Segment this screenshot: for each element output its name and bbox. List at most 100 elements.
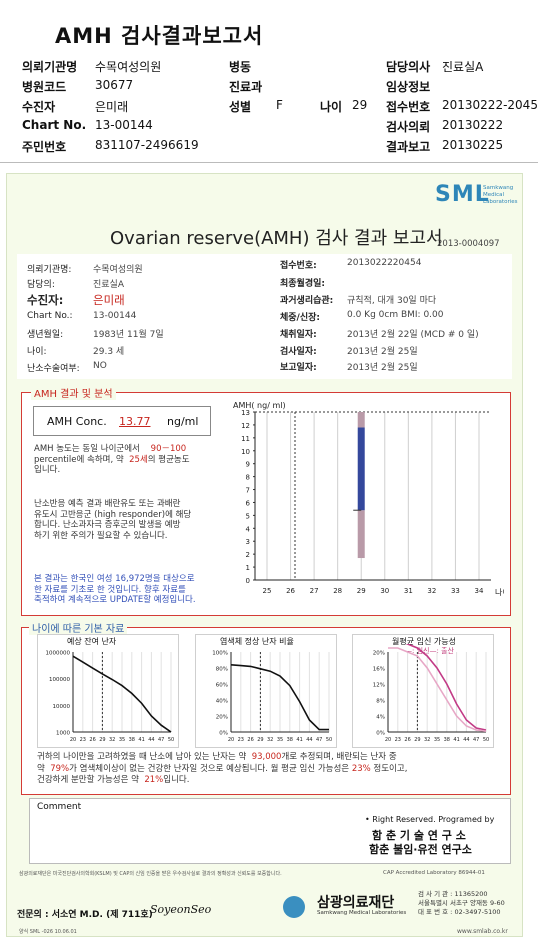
y-tick-label: 8 xyxy=(246,474,250,482)
x-tick-label: 50 xyxy=(326,737,332,743)
header-label: 담당의사 xyxy=(386,60,431,74)
x-axis-label: 나이 xyxy=(495,587,504,597)
y-tick-label: 11 xyxy=(241,435,250,443)
age-section-title: 나이에 따른 기본 자료 xyxy=(29,620,128,635)
y-tick-label: 1 xyxy=(246,564,250,572)
patient-field-label: 나이: xyxy=(27,347,47,357)
patient-field-label: 의뢰기관명: xyxy=(27,265,72,275)
patient-field-value: 2013년 2월 25일 xyxy=(347,347,418,357)
x-tick-label: 20 xyxy=(385,737,391,743)
institute-name-2: 함춘 불임·유전 연구소 xyxy=(369,843,472,856)
y-tick-label: 16% xyxy=(373,667,385,673)
y-tick-label: 1000 xyxy=(56,731,70,737)
age-summary: 귀하의 나이만을 고려하였을 때 난소에 남아 있는 난자는 약 93,000개… xyxy=(37,752,408,785)
patient-field-value: 1983년 11월 7일 xyxy=(93,330,164,340)
header-label: 나이 xyxy=(320,100,343,114)
header-label: 병동 xyxy=(229,60,252,74)
series-line xyxy=(388,647,487,732)
x-tick-label: 26 xyxy=(286,587,295,595)
x-tick-label: 38 xyxy=(444,737,450,743)
y-tick-label: 80% xyxy=(216,667,228,673)
x-tick-label: 29 xyxy=(99,737,105,743)
doctor-signature: SoyeonSeo xyxy=(150,903,212,916)
divider xyxy=(0,162,538,163)
x-tick-label: 32 xyxy=(427,587,436,595)
y-tick-label: 2 xyxy=(246,551,250,559)
patient-field-label: 채취일자: xyxy=(280,330,317,340)
x-tick-label: 25 xyxy=(263,587,272,595)
patient-field-value: 0.0 Kg 0cm BMI: 0.00 xyxy=(347,310,444,320)
text-line: 본 결과는 한국인 여성 16,972명을 대상으로 xyxy=(34,574,195,584)
y-tick-label: 4 xyxy=(246,525,251,533)
header-value: 13-00144 xyxy=(95,118,153,132)
comment-label: Comment xyxy=(37,802,82,812)
series-line xyxy=(72,655,172,733)
institute-name-1: 함 춘 기 술 연 구 소 xyxy=(372,829,466,842)
panel-remaining-eggs xyxy=(37,634,179,748)
rights-text: • Right Reserved. Programed by xyxy=(365,815,495,824)
amh-chart: AMH( ng/ ml)25262728293031323334나이012345… xyxy=(233,401,504,597)
patient-field-label: 체중/신장: xyxy=(280,313,321,323)
x-tick-label: 41 xyxy=(453,737,459,743)
x-tick-label: 50 xyxy=(483,737,489,743)
header-value: 29 xyxy=(352,98,368,112)
header-label: 진료과 xyxy=(229,80,263,94)
header-value: 831107-2496619 xyxy=(95,138,199,152)
y-tick-label: 8% xyxy=(376,699,385,705)
text-line: 난소반응 예측 결과 배란유도 또는 과배란 xyxy=(34,499,181,509)
y-tick-label: 9 xyxy=(246,461,250,469)
footnote: 삼광의료재단은 미국진단검사의학회(KSLM) 및 CAP의 신임 인증을 받은… xyxy=(19,871,282,877)
x-tick-label: 20 xyxy=(70,737,76,743)
patient-field-label: 생년월일: xyxy=(27,330,64,340)
x-tick-label: 35 xyxy=(119,737,125,743)
x-tick-label: 50 xyxy=(168,737,174,743)
x-tick-label: 47 xyxy=(473,737,479,743)
x-tick-label: 29 xyxy=(357,587,366,595)
patient-field-value: 규칙적, 대개 30일 마다 xyxy=(347,296,437,306)
y-tick-label: 40% xyxy=(216,699,228,705)
x-tick-label: 44 xyxy=(306,737,312,743)
header-value: F xyxy=(276,98,283,112)
header-label: 주민번호 xyxy=(22,140,67,154)
patient-field-value: 진료실A xyxy=(93,280,124,290)
x-tick-label: 30 xyxy=(380,587,389,595)
amh-conc-unit: ng/ml xyxy=(167,415,199,428)
x-tick-label: 38 xyxy=(287,737,293,743)
y-tick-label: 0 xyxy=(246,577,250,585)
header-value: 30677 xyxy=(95,78,134,92)
panel3-title: 월평균 임신 가능성 xyxy=(392,637,456,646)
x-tick-label: 47 xyxy=(316,737,322,743)
x-tick-label: 44 xyxy=(463,737,469,743)
y-tick-label: 100000 xyxy=(49,677,70,683)
x-tick-label: 41 xyxy=(138,737,144,743)
y-tick-label: 0% xyxy=(376,731,385,737)
y-tick-label: 5 xyxy=(246,512,250,520)
y-tick-label: 20% xyxy=(373,651,385,657)
series-line xyxy=(230,664,329,731)
panel-normal-eggs xyxy=(195,634,337,748)
header-label: 검사의뢰 xyxy=(386,120,431,134)
x-tick-label: 28 xyxy=(333,587,342,595)
report-sheet: SML Samkwang Medical Laboratories Ovarian … xyxy=(6,173,523,937)
patient-field-value: 은미래 xyxy=(93,293,125,307)
header-label: 결과보고 xyxy=(386,140,431,154)
panel1-title: 예상 잔여 난자 xyxy=(67,637,117,646)
patient-field-label: 최종월경일: xyxy=(280,279,325,289)
text-line: 한 자료를 기초로 한 것입니다. 향후 자료를 xyxy=(34,584,186,595)
header-value: 수목여성의원 xyxy=(95,60,162,74)
site-url: www.smlab.co.kr xyxy=(457,928,508,935)
patient-field-value: 2013년 2월 25일 xyxy=(347,363,418,373)
x-tick-label: 33 xyxy=(451,587,460,595)
text-line: 합니다. 난소과자극 증후군의 발생을 예방 xyxy=(34,520,181,530)
x-tick-label: 35 xyxy=(434,737,440,743)
header-value: 은미래 xyxy=(95,100,129,114)
header-value: 20130222-20454 xyxy=(442,98,538,112)
header-label: 병원코드 xyxy=(22,80,67,94)
x-tick-label: 41 xyxy=(296,737,302,743)
sml-logo-text: Samkwang Medical Laboratories xyxy=(483,185,518,205)
x-tick-label: 23 xyxy=(238,737,244,743)
foundation-name: 삼광의료재단 xyxy=(317,895,395,911)
x-tick-label: 23 xyxy=(80,737,86,743)
patient-field-label: 접수번호: xyxy=(280,261,317,271)
